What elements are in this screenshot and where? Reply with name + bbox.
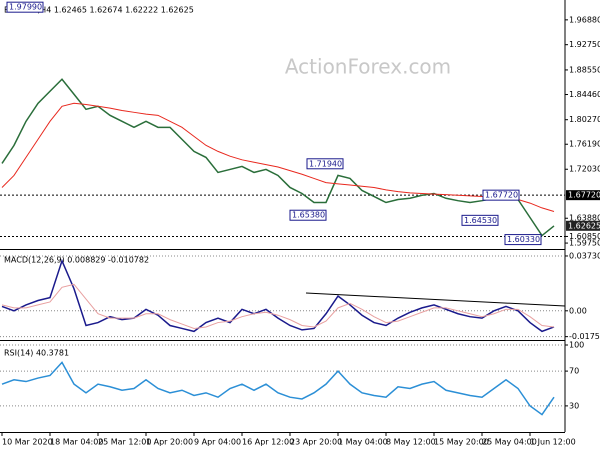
y-tick-label: 1.80270 xyxy=(569,115,600,124)
annotation-label: 1.67720 xyxy=(485,191,518,200)
panel-title: RSI(14) 40.3781 xyxy=(4,349,69,358)
x-tick-label: 1 Jun 12:00 xyxy=(530,438,576,447)
price-tag-label: 1.62625 xyxy=(568,221,600,230)
annotation-label: 1.60330 xyxy=(507,235,540,244)
y-tick-label: 1.96880 xyxy=(569,15,600,24)
x-tick-label: 10 Mar 2020 xyxy=(2,438,53,447)
y-tick-label: 100 xyxy=(569,341,584,350)
x-tick-label: 18 Mar 04:00 xyxy=(50,438,103,447)
y-tick-label: 70 xyxy=(569,367,579,376)
series-line xyxy=(1,283,555,329)
y-tick-label: 1.63880 xyxy=(569,214,600,223)
x-tick-label: 16 Apr 12:00 xyxy=(242,438,294,447)
panel-title: MACD(12,26,9) 0.008829 -0.010782 xyxy=(4,256,149,265)
x-tick-label: 1 Apr 20:00 xyxy=(146,438,193,447)
annotation-box xyxy=(289,209,327,221)
price-tag xyxy=(566,190,600,201)
series-line xyxy=(1,102,555,212)
y-tick-label: 0.037301 xyxy=(569,251,600,260)
annotation-label: 1.97990 xyxy=(9,3,42,12)
watermark: ActionForex.com xyxy=(285,55,451,79)
y-tick-label: 0.00 xyxy=(569,306,587,315)
y-tick-label: 1.88550 xyxy=(569,65,600,74)
y-tick-label: -0.017577 xyxy=(569,332,600,341)
trend-line xyxy=(305,292,566,307)
x-tick-label: 15 May 20:00 xyxy=(434,438,489,447)
x-tick-label: 8 May 12:00 xyxy=(386,438,436,447)
annotation-box xyxy=(461,214,499,226)
y-tick-label: 1.59750 xyxy=(569,239,600,248)
y-tick-label: 1.72030 xyxy=(569,165,600,174)
y-tick-label: 1.92750 xyxy=(569,40,600,49)
x-tick-label: 23 Apr 20:00 xyxy=(290,438,342,447)
series-line xyxy=(1,78,555,237)
price-tag xyxy=(566,220,600,231)
x-tick-label: 25 Mar 12:00 xyxy=(98,438,151,447)
annotation-box xyxy=(306,158,344,170)
panel-title: EURAUD,H4 1.62465 1.62674 1.62222 1.6262… xyxy=(4,6,194,15)
annotation-label: 1.64530 xyxy=(464,216,497,225)
series-line xyxy=(1,361,555,416)
y-tick-label: 1.76190 xyxy=(569,140,600,149)
series-line xyxy=(1,258,555,333)
price-tag-label: 1.67720 xyxy=(568,191,600,200)
annotation-box xyxy=(6,1,44,13)
x-tick-label: 9 Apr 04:00 xyxy=(194,438,241,447)
y-tick-label: 1.84460 xyxy=(569,90,600,99)
annotation-box xyxy=(504,234,542,246)
annotation-box xyxy=(482,189,520,201)
annotation-label: 1.65380 xyxy=(292,211,325,220)
y-tick-label: 30 xyxy=(569,401,579,410)
x-tick-label: 25 May 04:00 xyxy=(482,438,537,447)
x-tick-label: 1 May 04:00 xyxy=(338,438,388,447)
annotation-label: 1.71940 xyxy=(309,159,342,168)
y-tick-label: 1.60850 xyxy=(569,232,600,241)
